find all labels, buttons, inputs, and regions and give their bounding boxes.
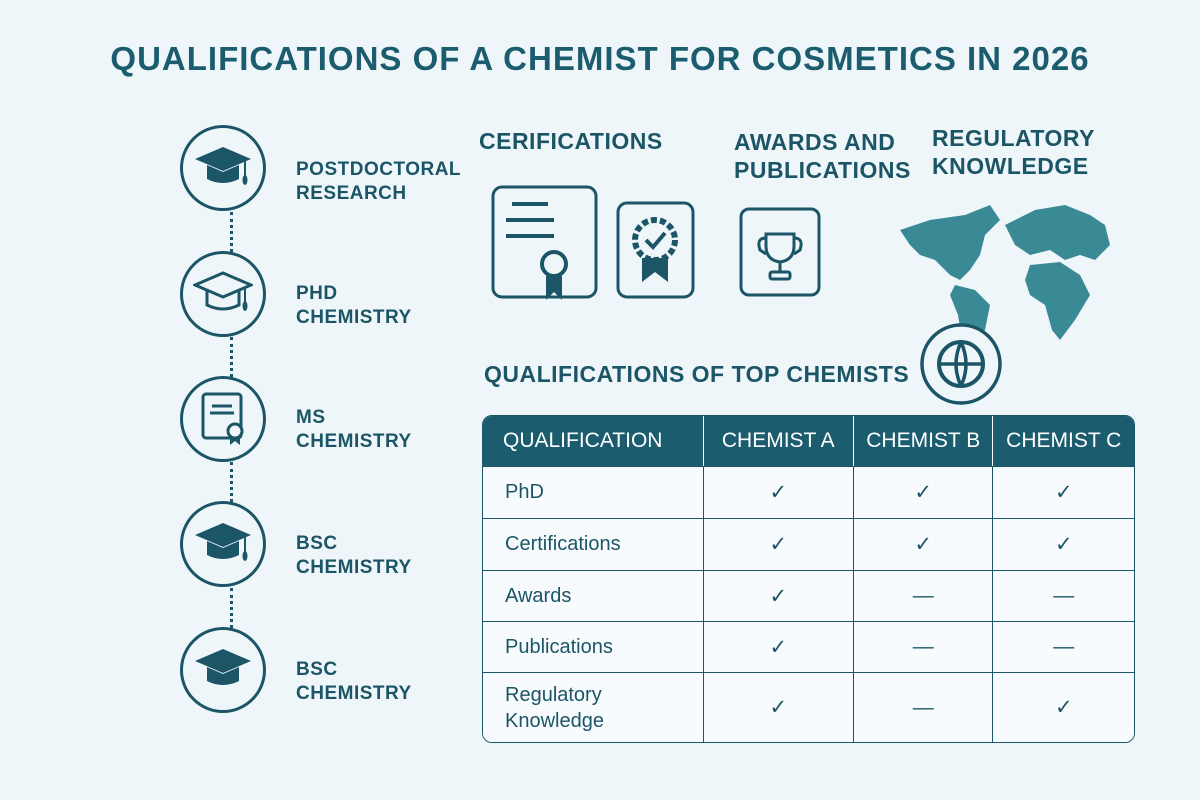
table-title: QUALIFICATIONS OF TOP CHEMISTS <box>484 361 910 387</box>
table-row: Awards ✓ — — <box>483 570 1134 621</box>
timeline-connector <box>230 588 233 628</box>
page-title: QUALIFICATIONS OF A CHEMIST FOR COSMETIC… <box>110 40 1090 77</box>
check-icon: ✓ <box>852 518 993 570</box>
column-header: QUALIFICATION <box>483 416 703 466</box>
column-header: CHEMIST C <box>992 416 1134 466</box>
table-row: Publications ✓ — — <box>483 621 1134 672</box>
graduation-cap-icon <box>180 125 266 211</box>
column-header: CHEMIST B <box>852 416 993 466</box>
qualification-cell: Publications <box>483 621 703 672</box>
award-badge-icon <box>616 201 695 299</box>
graduation-cap-outline-icon <box>180 251 266 337</box>
qualifications-table: QUALIFICATION CHEMIST A CHEMIST B CHEMIS… <box>482 415 1135 743</box>
check-icon: ✓ <box>702 570 853 621</box>
graduation-cap-icon <box>180 501 266 587</box>
timeline-label: MS CHEMISTRY <box>296 407 412 452</box>
table-row: PhD ✓ ✓ ✓ <box>483 466 1134 518</box>
timeline-connector <box>230 337 233 377</box>
check-icon: ✓ <box>992 672 1134 742</box>
dash-icon: — <box>992 621 1134 672</box>
dash-icon: — <box>992 570 1134 621</box>
diploma-icon <box>180 376 266 462</box>
globe-icon <box>920 323 1002 405</box>
qualification-cell: Certifications <box>483 518 703 570</box>
timeline-label: BSC CHEMISTRY <box>296 659 412 704</box>
dash-icon: — <box>852 672 993 742</box>
table-row: Certifications ✓ ✓ ✓ <box>483 518 1134 570</box>
awards-heading: AWARDS AND PUBLICATIONS <box>734 129 911 183</box>
timeline-label: BSC CHEMISTRY <box>296 533 412 578</box>
qualification-cell: Regulatory Knowledge <box>483 672 703 742</box>
world-map-icon <box>900 205 1110 350</box>
qualification-cell: Awards <box>483 570 703 621</box>
column-header: CHEMIST A <box>702 416 853 466</box>
check-icon: ✓ <box>992 518 1134 570</box>
check-icon: ✓ <box>702 621 853 672</box>
check-icon: ✓ <box>852 466 993 518</box>
trophy-icon <box>739 207 821 297</box>
check-icon: ✓ <box>992 466 1134 518</box>
certifications-heading: CERIFICATIONS <box>479 128 663 154</box>
check-icon: ✓ <box>702 518 853 570</box>
timeline-connector <box>230 212 233 252</box>
certificate-icon <box>491 185 598 300</box>
check-icon: ✓ <box>702 672 853 742</box>
table-header-row: QUALIFICATION CHEMIST A CHEMIST B CHEMIS… <box>483 416 1134 466</box>
regulatory-heading: REGULATORY KNOWLEDGE <box>932 125 1096 179</box>
graduation-cap-icon <box>180 627 266 713</box>
timeline-connector <box>230 462 233 502</box>
timeline-label: POSTDOCTORAL RESEARCH <box>296 159 462 204</box>
table-row: Regulatory Knowledge ✓ — ✓ <box>483 672 1134 742</box>
qualification-cell: PhD <box>483 466 703 518</box>
timeline-label: PHD CHEMISTRY <box>296 283 412 328</box>
dash-icon: — <box>852 621 993 672</box>
check-icon: ✓ <box>702 466 853 518</box>
dash-icon: — <box>852 570 993 621</box>
